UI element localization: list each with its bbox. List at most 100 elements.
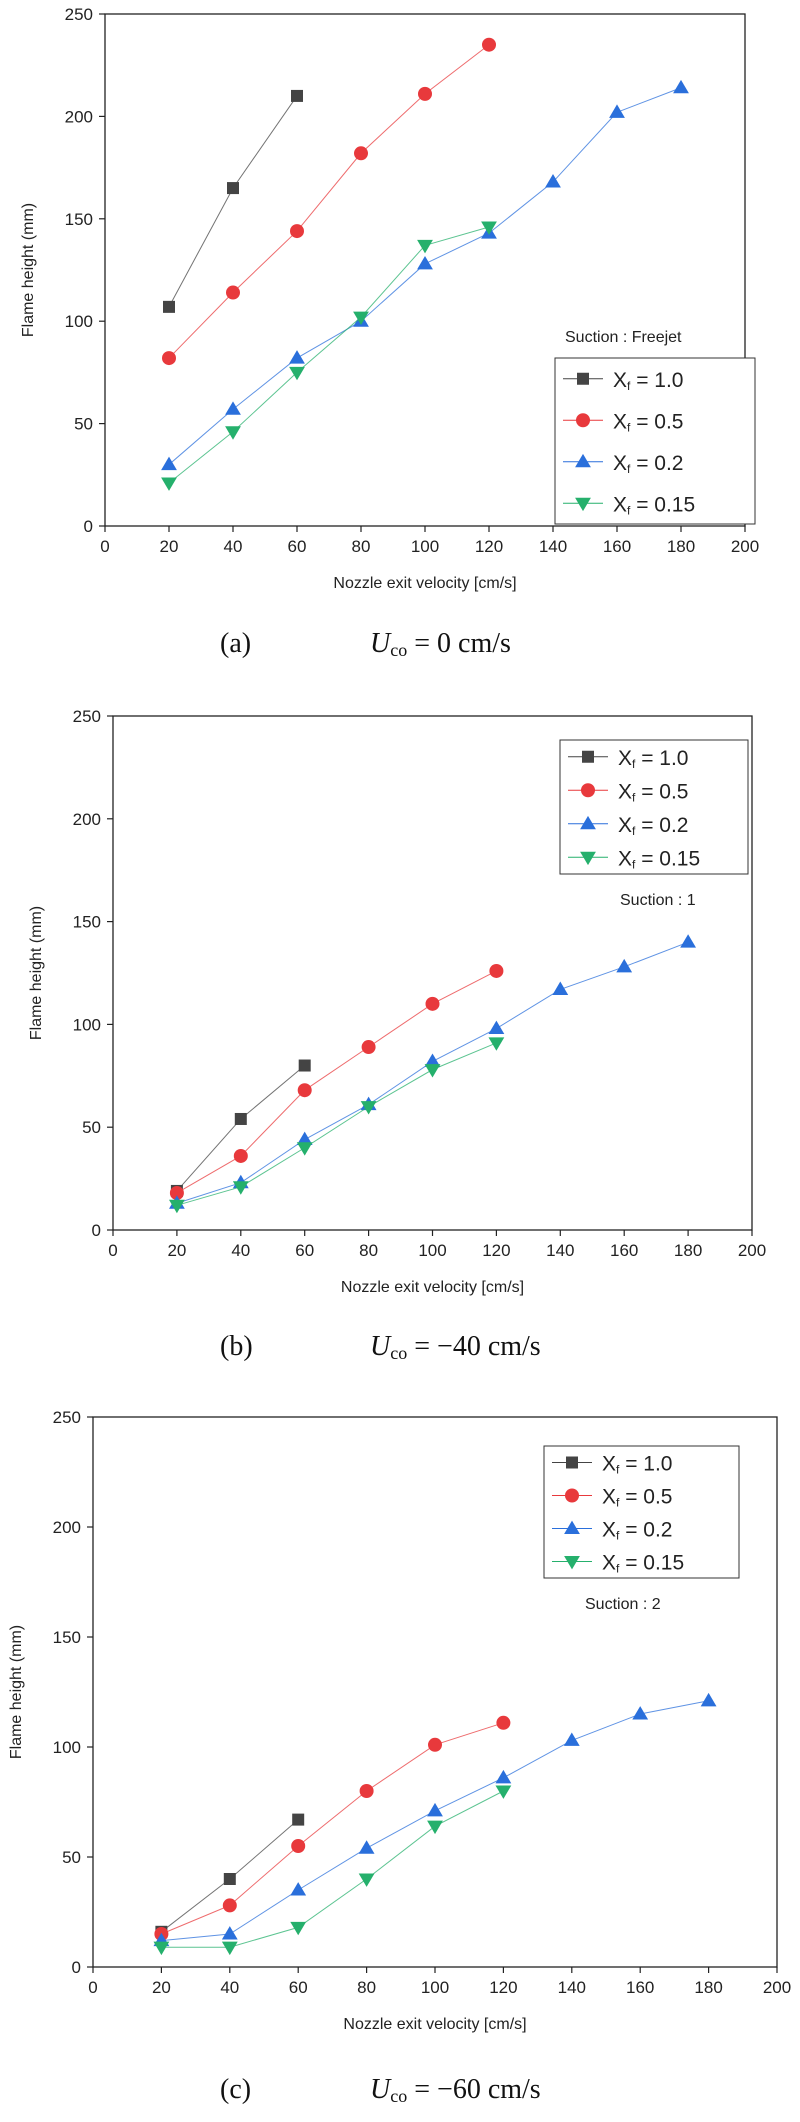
- data-point: [609, 104, 625, 118]
- data-point: [221, 1926, 238, 1940]
- series-3: [153, 1785, 512, 1956]
- series-line: [168, 44, 490, 359]
- y-tick-label: 0: [92, 1221, 101, 1240]
- data-point: [221, 1941, 238, 1956]
- legend-marker: [565, 1488, 579, 1503]
- x-tick-label: 140: [539, 537, 567, 556]
- data-point: [680, 934, 696, 948]
- data-point: [358, 1840, 375, 1854]
- x-tick-label: 180: [674, 1241, 702, 1260]
- legend-label: Xf = 0.15: [602, 1552, 684, 1576]
- y-tick-label: 150: [65, 210, 93, 229]
- data-point: [488, 1037, 505, 1051]
- y-tick-label: 200: [53, 1518, 81, 1537]
- data-point: [298, 1059, 311, 1072]
- legend-label: Xf = 0.5: [613, 410, 684, 434]
- x-tick-label: 160: [603, 537, 631, 556]
- data-point: [291, 89, 303, 102]
- data-point: [616, 958, 633, 973]
- x-tick-label: 160: [610, 1241, 638, 1260]
- data-point: [290, 224, 304, 239]
- data-point: [234, 1112, 247, 1125]
- data-point: [425, 996, 440, 1011]
- panel-caption: (a) Uco = 0 cm/s: [220, 628, 511, 660]
- data-point: [225, 426, 241, 440]
- data-point: [233, 1148, 248, 1163]
- data-point: [482, 37, 496, 52]
- x-tick-label: 20: [160, 537, 179, 556]
- suction-annotation: Suction : Freejet: [565, 329, 682, 346]
- legend-label: Xf = 1.0: [613, 369, 684, 393]
- legend-label: Xf = 0.15: [618, 847, 700, 871]
- data-point: [222, 1898, 237, 1913]
- y-tick-label: 100: [65, 312, 93, 331]
- y-axis-label: Flame height (mm): [28, 906, 45, 1040]
- y-tick-label: 0: [72, 1958, 81, 1977]
- x-tick-label: 140: [546, 1241, 574, 1260]
- data-point: [290, 1882, 307, 1896]
- panel-caption: (c) Uco = −60 cm/s: [220, 2074, 541, 2106]
- data-point: [289, 366, 305, 381]
- chart-panel-b: 0 20 40 60 80 100 120 140 160 180 200 0 50 100 150 200 2…: [28, 707, 766, 1363]
- legend: Xf = 1.0 Xf = 0.5 Xf = 0.2 Xf = 0.15: [559, 739, 749, 875]
- x-tick-label: 0: [100, 537, 109, 556]
- legend-marker: [566, 1456, 578, 1469]
- data-point: [290, 1921, 307, 1936]
- x-tick-label: 180: [667, 537, 695, 556]
- data-point: [417, 239, 433, 254]
- legend-marker: [575, 497, 591, 512]
- legend-label: Xf = 1.0: [618, 747, 689, 771]
- y-tick-label: 50: [82, 1118, 101, 1137]
- data-point: [153, 1941, 170, 1956]
- series-3: [169, 1037, 505, 1214]
- x-axis-label: Nozzle exit velocity [cm/s]: [343, 2016, 526, 2033]
- legend-marker: [577, 372, 589, 385]
- data-point: [161, 477, 177, 491]
- x-axis-label: Nozzle exit velocity [cm/s]: [333, 575, 516, 592]
- data-point: [418, 86, 432, 101]
- series-1: [154, 1715, 511, 1941]
- data-point: [353, 311, 369, 326]
- data-point: [563, 1732, 580, 1746]
- series-line: [168, 226, 490, 484]
- series-0: [155, 1813, 305, 1938]
- series-line: [176, 1065, 306, 1192]
- data-point: [161, 456, 177, 471]
- data-point: [496, 1715, 511, 1730]
- x-tick-label: 120: [482, 1241, 510, 1260]
- y-tick-label: 50: [62, 1848, 81, 1867]
- legend-marker: [581, 783, 595, 798]
- legend-label: Xf = 1.0: [602, 1453, 673, 1477]
- legend-marker: [582, 750, 594, 763]
- series-line: [168, 95, 298, 308]
- legend-label: Xf = 0.5: [602, 1486, 673, 1510]
- chart-panel-a: 0 20 40 60 80 100 120 140 160 180 200 0 50 100 150 200 2…: [20, 5, 759, 660]
- legend-box: [554, 357, 756, 525]
- legend: Xf = 1.0 Xf = 0.5 Xf = 0.2 Xf = 0.15: [554, 357, 756, 525]
- data-point: [545, 174, 561, 188]
- y-tick-label: 250: [53, 1408, 81, 1427]
- data-point: [417, 255, 433, 270]
- x-tick-label: 20: [152, 1978, 171, 1997]
- data-point: [700, 1692, 717, 1707]
- y-tick-label: 250: [73, 707, 101, 726]
- y-axis-label: Flame height (mm): [20, 203, 37, 337]
- data-point: [489, 963, 504, 978]
- x-tick-label: 200: [763, 1978, 791, 1997]
- legend-marker: [576, 413, 590, 428]
- data-point: [296, 1131, 313, 1146]
- y-tick-label: 150: [73, 913, 101, 932]
- x-tick-label: 60: [288, 537, 307, 556]
- x-tick-label: 60: [295, 1241, 314, 1260]
- series-line: [176, 970, 497, 1194]
- data-point: [360, 1101, 377, 1115]
- data-point: [488, 1020, 505, 1035]
- x-tick-label: 40: [224, 537, 243, 556]
- series-0: [163, 89, 303, 313]
- y-tick-label: 200: [73, 810, 101, 829]
- data-point: [354, 146, 368, 161]
- data-point: [291, 1839, 306, 1853]
- data-point: [223, 1873, 236, 1885]
- x-tick-label: 80: [357, 1978, 376, 1997]
- series-line: [161, 1790, 504, 1948]
